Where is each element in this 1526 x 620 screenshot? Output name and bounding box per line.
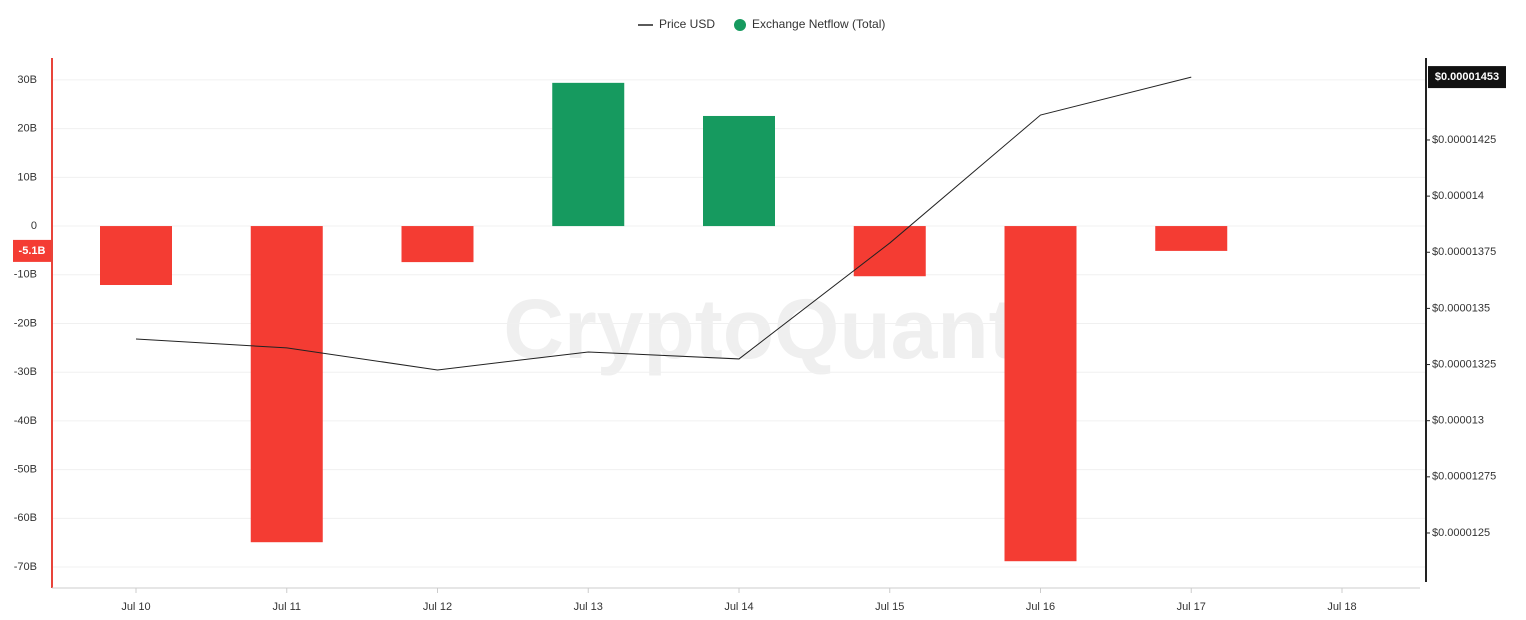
x-tick-label: Jul 15 [875,601,904,613]
x-tick-label: Jul 10 [121,601,150,613]
y2-tick-label: $0.00001425 [1432,134,1496,146]
x-tick-label: Jul 13 [574,601,603,613]
y-tick-label: 30B [17,74,37,86]
y-tick-label: -30B [14,366,37,378]
y2-tick-label: $0.0000135 [1432,302,1490,314]
legend-label: Price USD [659,17,715,31]
x-tick-label: Jul 18 [1327,601,1356,613]
y2-tick-label: $0.00001325 [1432,358,1496,370]
y2-tick-label: $0.000013 [1432,415,1484,427]
y-tick-label: -20B [14,317,37,329]
bar [853,226,926,277]
x-tick-label: Jul 11 [272,601,301,613]
watermark: CryptoQuant [503,282,1016,376]
bar [1155,226,1228,251]
y-tick-label: 10B [17,171,37,183]
current-value-badge [13,239,51,262]
bar [703,115,775,227]
bar [552,82,625,227]
y-tick-label: 20B [17,123,37,135]
legend-label: Exchange Netflow (Total) [752,17,885,31]
legend-dot [734,19,746,31]
price-line [135,76,1192,371]
y-tick-label: -10B [14,269,37,281]
y-tick-label: 0 [31,220,37,232]
current-price-label: $0.00001453 [1435,71,1499,83]
x-tick-label: Jul 14 [724,601,753,613]
x-tick-label: Jul 16 [1026,601,1055,613]
y2-tick-label: $0.00001275 [1432,471,1496,483]
y-tick-label: -60B [14,512,37,524]
y2-tick-label: $0.000014 [1432,190,1484,202]
y2-tick-label: $0.00001375 [1432,246,1496,258]
bar [250,226,323,543]
bar [100,226,172,286]
bar [401,226,474,263]
bar [1004,226,1077,562]
y-tick-label: -70B [14,561,37,573]
current-price-badge [1428,66,1506,89]
y-tick-label: -50B [14,464,37,476]
current-value-label: -5.1B [19,245,46,257]
y-tick-label: -40B [14,415,37,427]
y2-tick-label: $0.0000125 [1432,527,1490,539]
x-tick-label: Jul 12 [423,601,452,613]
x-tick-label: Jul 17 [1177,601,1206,613]
